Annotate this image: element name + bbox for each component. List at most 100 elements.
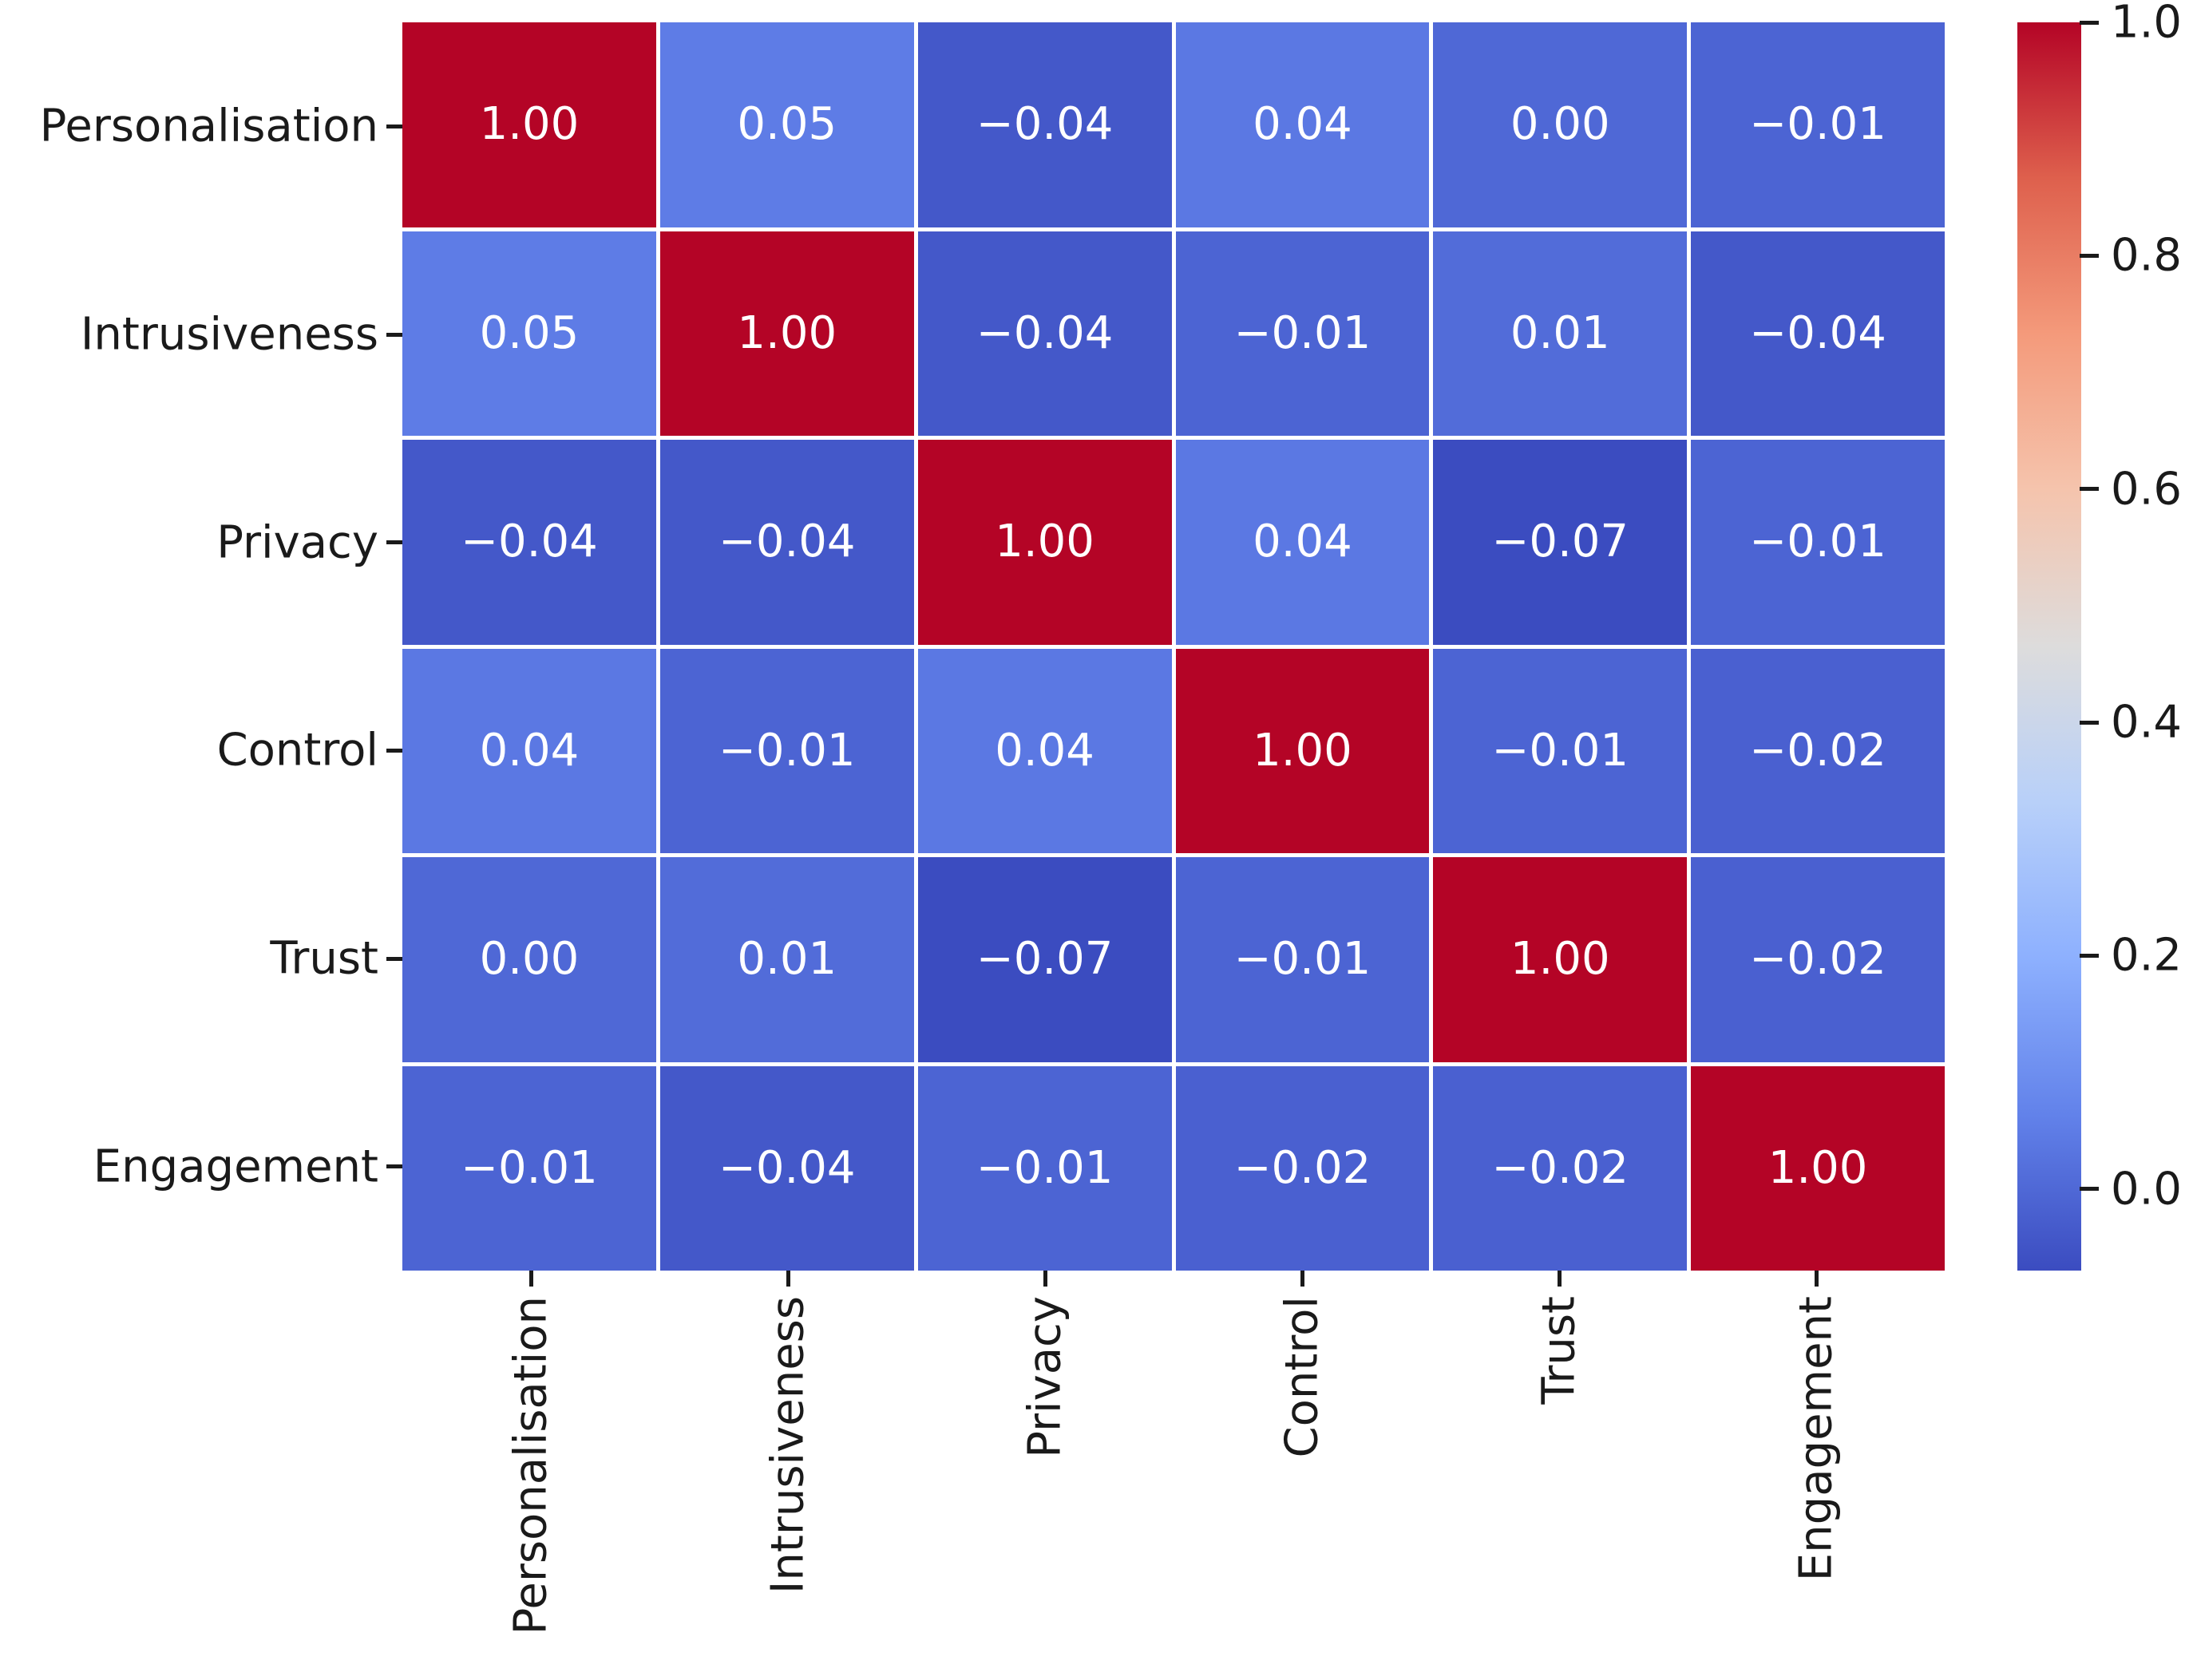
heatmap-cell-engagement-engagement: 1.00 xyxy=(1691,1065,1945,1271)
y-tick xyxy=(386,124,402,128)
heatmap-cell-value: 0.01 xyxy=(1510,306,1610,359)
heatmap-cell-trust-intrusiveness: 0.01 xyxy=(659,857,914,1062)
x-axis-label-engagement: Engagement xyxy=(1790,1296,1843,1582)
heatmap-cell-intrusiveness-personalisation: 0.05 xyxy=(402,231,656,436)
colorbar-tick xyxy=(2080,720,2099,725)
heatmap-cell-engagement-trust: −0.02 xyxy=(1433,1065,1688,1271)
y-tick xyxy=(386,748,402,753)
heatmap-cell-privacy-privacy: 1.00 xyxy=(917,440,1172,645)
heatmap-cell-value: −0.01 xyxy=(1491,724,1629,777)
x-axis-label-trust: Trust xyxy=(1533,1296,1585,1405)
heatmap-cell-value: 1.00 xyxy=(1510,933,1610,986)
colorbar-tick-label-0.4: 0.4 xyxy=(2111,696,2183,749)
heatmap-cell-value: −0.01 xyxy=(976,1141,1114,1194)
colorbar-tick xyxy=(2080,20,2099,25)
heatmap-cell-trust-privacy: −0.07 xyxy=(917,857,1172,1062)
heatmap-cell-engagement-control: −0.02 xyxy=(1175,1065,1430,1271)
colorbar-tick xyxy=(2080,487,2099,492)
heatmap-cell-personalisation-control: 0.04 xyxy=(1175,22,1430,227)
heatmap-cell-privacy-personalisation: −0.04 xyxy=(402,440,656,645)
x-axis-label-control: Control xyxy=(1276,1296,1328,1458)
y-axis-label-control: Control xyxy=(216,724,378,777)
heatmap-cell-personalisation-trust: 0.00 xyxy=(1433,22,1688,227)
heatmap-cell-value: 0.04 xyxy=(1253,516,1352,568)
heatmap-cell-value: −0.04 xyxy=(1749,306,1886,359)
heatmap-cell-value: −0.04 xyxy=(718,516,856,568)
heatmap-cell-engagement-intrusiveness: −0.04 xyxy=(659,1065,914,1271)
heatmap-cell-personalisation-personalisation: 1.00 xyxy=(402,22,656,227)
heatmap-cell-control-privacy: 0.04 xyxy=(917,648,1172,853)
heatmap-cell-value: 0.05 xyxy=(479,306,580,359)
heatmap-cell-value: −0.04 xyxy=(461,516,598,568)
heatmap-cell-control-engagement: −0.02 xyxy=(1691,648,1945,853)
heatmap-cell-value: 1.00 xyxy=(995,516,1094,568)
heatmap-cell-intrusiveness-engagement: −0.04 xyxy=(1691,231,1945,436)
heatmap-cell-privacy-intrusiveness: −0.04 xyxy=(659,440,914,645)
heatmap-cell-value: −0.01 xyxy=(461,1141,598,1194)
y-axis-label-trust: Trust xyxy=(270,932,378,985)
heatmap-cell-value: −0.01 xyxy=(1749,98,1886,151)
x-tick xyxy=(1557,1271,1562,1287)
heatmap-grid: 1.00 0.05 −0.04 0.04 0.00 −0.01 0.05 1.00 −0.04 −… xyxy=(402,22,1945,1271)
y-axis-label-personalisation: Personalisation xyxy=(39,100,378,152)
heatmap-cell-privacy-control: 0.04 xyxy=(1175,440,1430,645)
colorbar-tick-label-0.2: 0.2 xyxy=(2111,929,2183,982)
x-axis-label-personalisation: Personalisation xyxy=(505,1296,557,1635)
heatmap-cell-privacy-engagement: −0.01 xyxy=(1691,440,1945,645)
heatmap-cell-value: 0.05 xyxy=(737,98,837,151)
heatmap-cell-value: −0.07 xyxy=(976,933,1114,986)
heatmap-cell-value: 0.04 xyxy=(995,724,1094,777)
heatmap-cell-value: −0.04 xyxy=(976,98,1114,151)
heatmap-cell-intrusiveness-control: −0.01 xyxy=(1175,231,1430,436)
y-tick xyxy=(386,332,402,337)
x-tick xyxy=(1043,1271,1047,1287)
heatmap-cell-value: 1.00 xyxy=(479,98,580,151)
heatmap-cell-value: 1.00 xyxy=(737,306,837,359)
heatmap-cell-value: 0.04 xyxy=(479,724,580,777)
y-tick xyxy=(386,540,402,545)
heatmap-cell-trust-engagement: −0.02 xyxy=(1691,857,1945,1062)
heatmap-cell-value: 1.00 xyxy=(1767,1141,1868,1194)
heatmap-cell-value: −0.02 xyxy=(1749,724,1886,777)
colorbar-tick-label-0.8: 0.8 xyxy=(2111,229,2183,282)
heatmap-cell-value: −0.02 xyxy=(1491,1141,1629,1194)
x-tick xyxy=(1300,1271,1304,1287)
colorbar-tick-label-0.6: 0.6 xyxy=(2111,463,2183,516)
heatmap-cell-value: −0.01 xyxy=(1749,516,1886,568)
heatmap-cell-value: 0.00 xyxy=(1510,98,1610,151)
heatmap-cell-intrusiveness-trust: 0.01 xyxy=(1433,231,1688,436)
heatmap-cell-value: −0.02 xyxy=(1749,933,1886,986)
x-tick xyxy=(786,1271,790,1287)
heatmap-cell-personalisation-privacy: −0.04 xyxy=(917,22,1172,227)
heatmap-cell-intrusiveness-intrusiveness: 1.00 xyxy=(659,231,914,436)
heatmap-cell-trust-control: −0.01 xyxy=(1175,857,1430,1062)
heatmap-cell-trust-personalisation: 0.00 xyxy=(402,857,656,1062)
heatmap-cell-personalisation-intrusiveness: 0.05 xyxy=(659,22,914,227)
y-axis-label-engagement: Engagement xyxy=(93,1140,378,1193)
heatmap-cell-value: −0.01 xyxy=(718,724,856,777)
heatmap-cell-value: −0.01 xyxy=(1233,933,1372,986)
heatmap-cell-control-intrusiveness: −0.01 xyxy=(659,648,914,853)
x-tick xyxy=(1814,1271,1819,1287)
heatmap-cell-value: 0.04 xyxy=(1253,98,1352,151)
heatmap-cell-value: −0.04 xyxy=(718,1141,856,1194)
heatmap-cell-engagement-privacy: −0.01 xyxy=(917,1065,1172,1271)
colorbar-tick-label-0.0: 0.0 xyxy=(2111,1163,2183,1216)
heatmap-cell-intrusiveness-privacy: −0.04 xyxy=(917,231,1172,436)
heatmap-cell-personalisation-engagement: −0.01 xyxy=(1691,22,1945,227)
colorbar-tick-label-1.0: 1.0 xyxy=(2111,0,2183,49)
colorbar-tick xyxy=(2080,253,2099,258)
heatmap-cell-trust-trust: 1.00 xyxy=(1433,857,1688,1062)
x-axis-label-privacy: Privacy xyxy=(1019,1296,1071,1458)
heatmap-cell-engagement-personalisation: −0.01 xyxy=(402,1065,656,1271)
y-tick xyxy=(386,1164,402,1169)
heatmap-cell-value: −0.01 xyxy=(1233,306,1372,359)
heatmap-cell-value: −0.02 xyxy=(1233,1141,1372,1194)
heatmap-cell-value: −0.04 xyxy=(976,306,1114,359)
heatmap-cell-value: 0.01 xyxy=(737,933,837,986)
heatmap-cell-control-control: 1.00 xyxy=(1175,648,1430,853)
y-axis-label-intrusiveness: Intrusiveness xyxy=(80,308,378,361)
heatmap-cell-value: −0.07 xyxy=(1491,516,1629,568)
heatmap-cell-control-trust: −0.01 xyxy=(1433,648,1688,853)
